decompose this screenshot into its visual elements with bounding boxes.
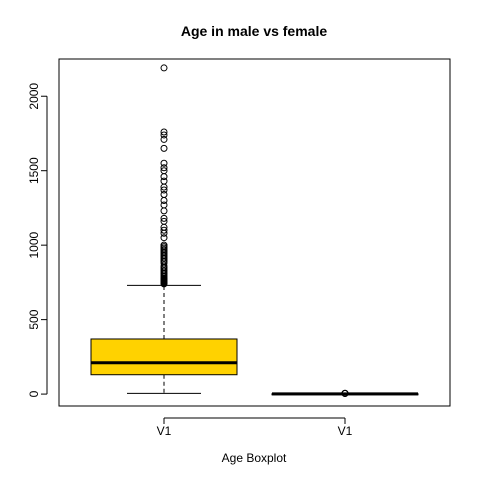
outlier-point — [160, 234, 168, 242]
outlier-point — [160, 167, 168, 175]
outlier-point — [341, 389, 349, 397]
outlier-point — [160, 159, 168, 167]
outlier-point — [160, 214, 168, 222]
outlier-point — [160, 164, 168, 172]
outlier-point — [160, 196, 168, 204]
box-iqr — [90, 338, 238, 376]
outlier-point — [160, 226, 168, 234]
y-tick-label: 1500 — [27, 157, 41, 184]
x-tick-label: V1 — [157, 424, 172, 438]
outlier-point — [160, 131, 168, 139]
box-group — [271, 389, 419, 397]
outlier-point — [160, 144, 168, 152]
plot-frame — [58, 58, 451, 407]
x-tick-label: V1 — [338, 424, 353, 438]
outlier-point — [160, 201, 168, 209]
y-tick-label: 500 — [27, 309, 41, 329]
y-axis: 0 500 1000 1500 2000 — [27, 83, 48, 397]
outlier-point — [160, 128, 168, 136]
y-tick-label: 0 — [27, 390, 41, 397]
outlier-point — [160, 191, 168, 199]
outlier-point — [160, 217, 168, 225]
box-group — [90, 64, 238, 394]
outlier-point — [160, 207, 168, 215]
y-tick-label: 1000 — [27, 231, 41, 258]
outlier-point — [160, 241, 168, 249]
y-tick-label: 2000 — [27, 83, 41, 110]
x-axis: V1 V1 — [157, 417, 353, 438]
outlier-point — [160, 177, 168, 185]
outlier-point — [160, 135, 168, 143]
outlier-point — [160, 64, 168, 72]
x-axis-label: Age Boxplot — [222, 451, 287, 465]
outlier-point — [160, 173, 168, 181]
chart-title: Age in male vs female — [181, 23, 328, 39]
outlier-point — [160, 186, 168, 194]
boxes-layer — [90, 64, 419, 397]
